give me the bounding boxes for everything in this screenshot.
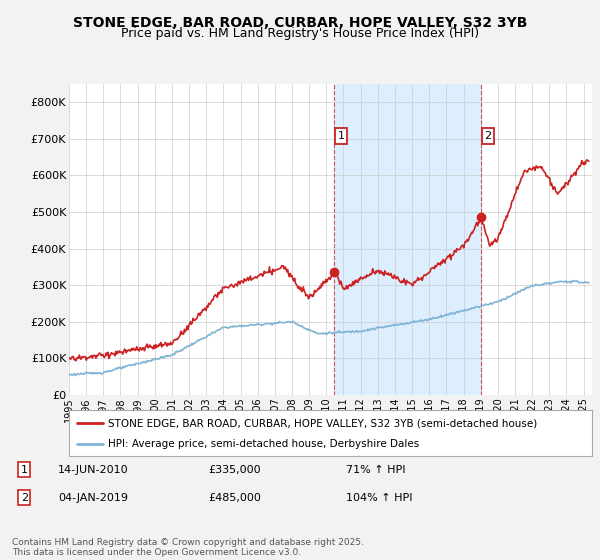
Text: 04-JAN-2019: 04-JAN-2019 [58,493,128,503]
Text: Price paid vs. HM Land Registry's House Price Index (HPI): Price paid vs. HM Land Registry's House … [121,27,479,40]
Text: Contains HM Land Registry data © Crown copyright and database right 2025.
This d: Contains HM Land Registry data © Crown c… [12,538,364,557]
Text: 1: 1 [20,465,28,475]
Text: HPI: Average price, semi-detached house, Derbyshire Dales: HPI: Average price, semi-detached house,… [108,438,419,449]
Text: 71% ↑ HPI: 71% ↑ HPI [346,465,406,475]
Text: STONE EDGE, BAR ROAD, CURBAR, HOPE VALLEY, S32 3YB (semi-detached house): STONE EDGE, BAR ROAD, CURBAR, HOPE VALLE… [108,418,538,428]
Text: 104% ↑ HPI: 104% ↑ HPI [346,493,413,503]
Bar [334,84,481,395]
Text: £485,000: £485,000 [208,493,261,503]
Text: 2: 2 [20,493,28,503]
Text: 2: 2 [484,131,491,141]
Text: 14-JUN-2010: 14-JUN-2010 [58,465,129,475]
Text: STONE EDGE, BAR ROAD, CURBAR, HOPE VALLEY, S32 3YB: STONE EDGE, BAR ROAD, CURBAR, HOPE VALLE… [73,16,527,30]
Text: 1: 1 [337,131,344,141]
Text: £335,000: £335,000 [208,465,260,475]
